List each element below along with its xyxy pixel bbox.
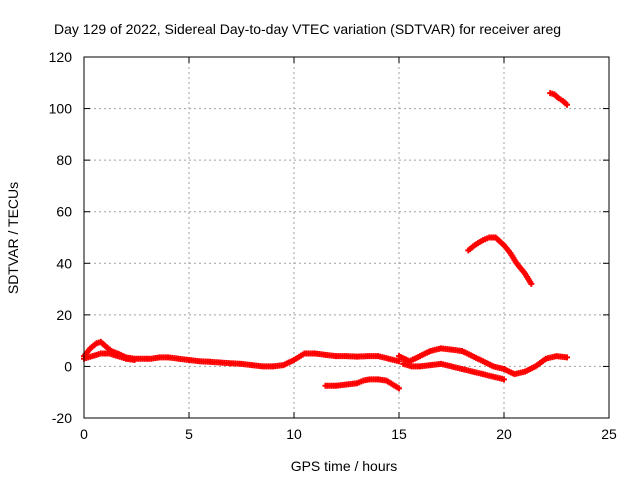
x-tick-label: 10	[286, 426, 302, 442]
series-arc6	[465, 234, 535, 287]
data-point	[396, 358, 402, 365]
y-axis-label: SDTVAR / TECUs	[5, 182, 21, 294]
chart-title: Day 129 of 2022, Sidereal Day-to-day VTE…	[54, 21, 561, 37]
data-point	[528, 280, 535, 287]
x-tick-label: 0	[80, 426, 88, 442]
x-tick-label: 25	[601, 426, 617, 442]
series-arc2	[81, 350, 138, 363]
y-tick-label: 80	[56, 152, 72, 168]
y-tick-label: 120	[49, 49, 73, 65]
grid-lines	[84, 57, 609, 418]
x-tick-label: 5	[185, 426, 193, 442]
data-point	[396, 385, 402, 392]
x-axis-label: GPS time / hours	[291, 458, 398, 474]
axis-ticks: 0 5 10 15 20 25 -20 0 20 40 60 80 100 120	[49, 49, 617, 442]
data-point	[564, 101, 570, 108]
y-tick-label: -20	[52, 410, 72, 426]
series-arc4	[396, 345, 570, 378]
y-tick-label: 100	[49, 101, 73, 117]
y-tick-label: 20	[56, 307, 72, 323]
plot-frame	[83, 56, 610, 419]
x-tick-label: 15	[391, 426, 407, 442]
series-arc3	[322, 376, 402, 392]
data-point	[131, 356, 138, 363]
series-arc5	[400, 360, 507, 383]
series-arc1	[81, 338, 402, 370]
y-tick-label: 0	[64, 358, 72, 374]
data-point	[501, 376, 507, 383]
y-tick-label: 60	[56, 204, 72, 220]
data-point	[564, 354, 570, 361]
series-arc7	[547, 90, 570, 108]
y-tick-label: 40	[56, 255, 72, 271]
x-tick-label: 20	[496, 426, 512, 442]
data-points	[81, 90, 570, 392]
